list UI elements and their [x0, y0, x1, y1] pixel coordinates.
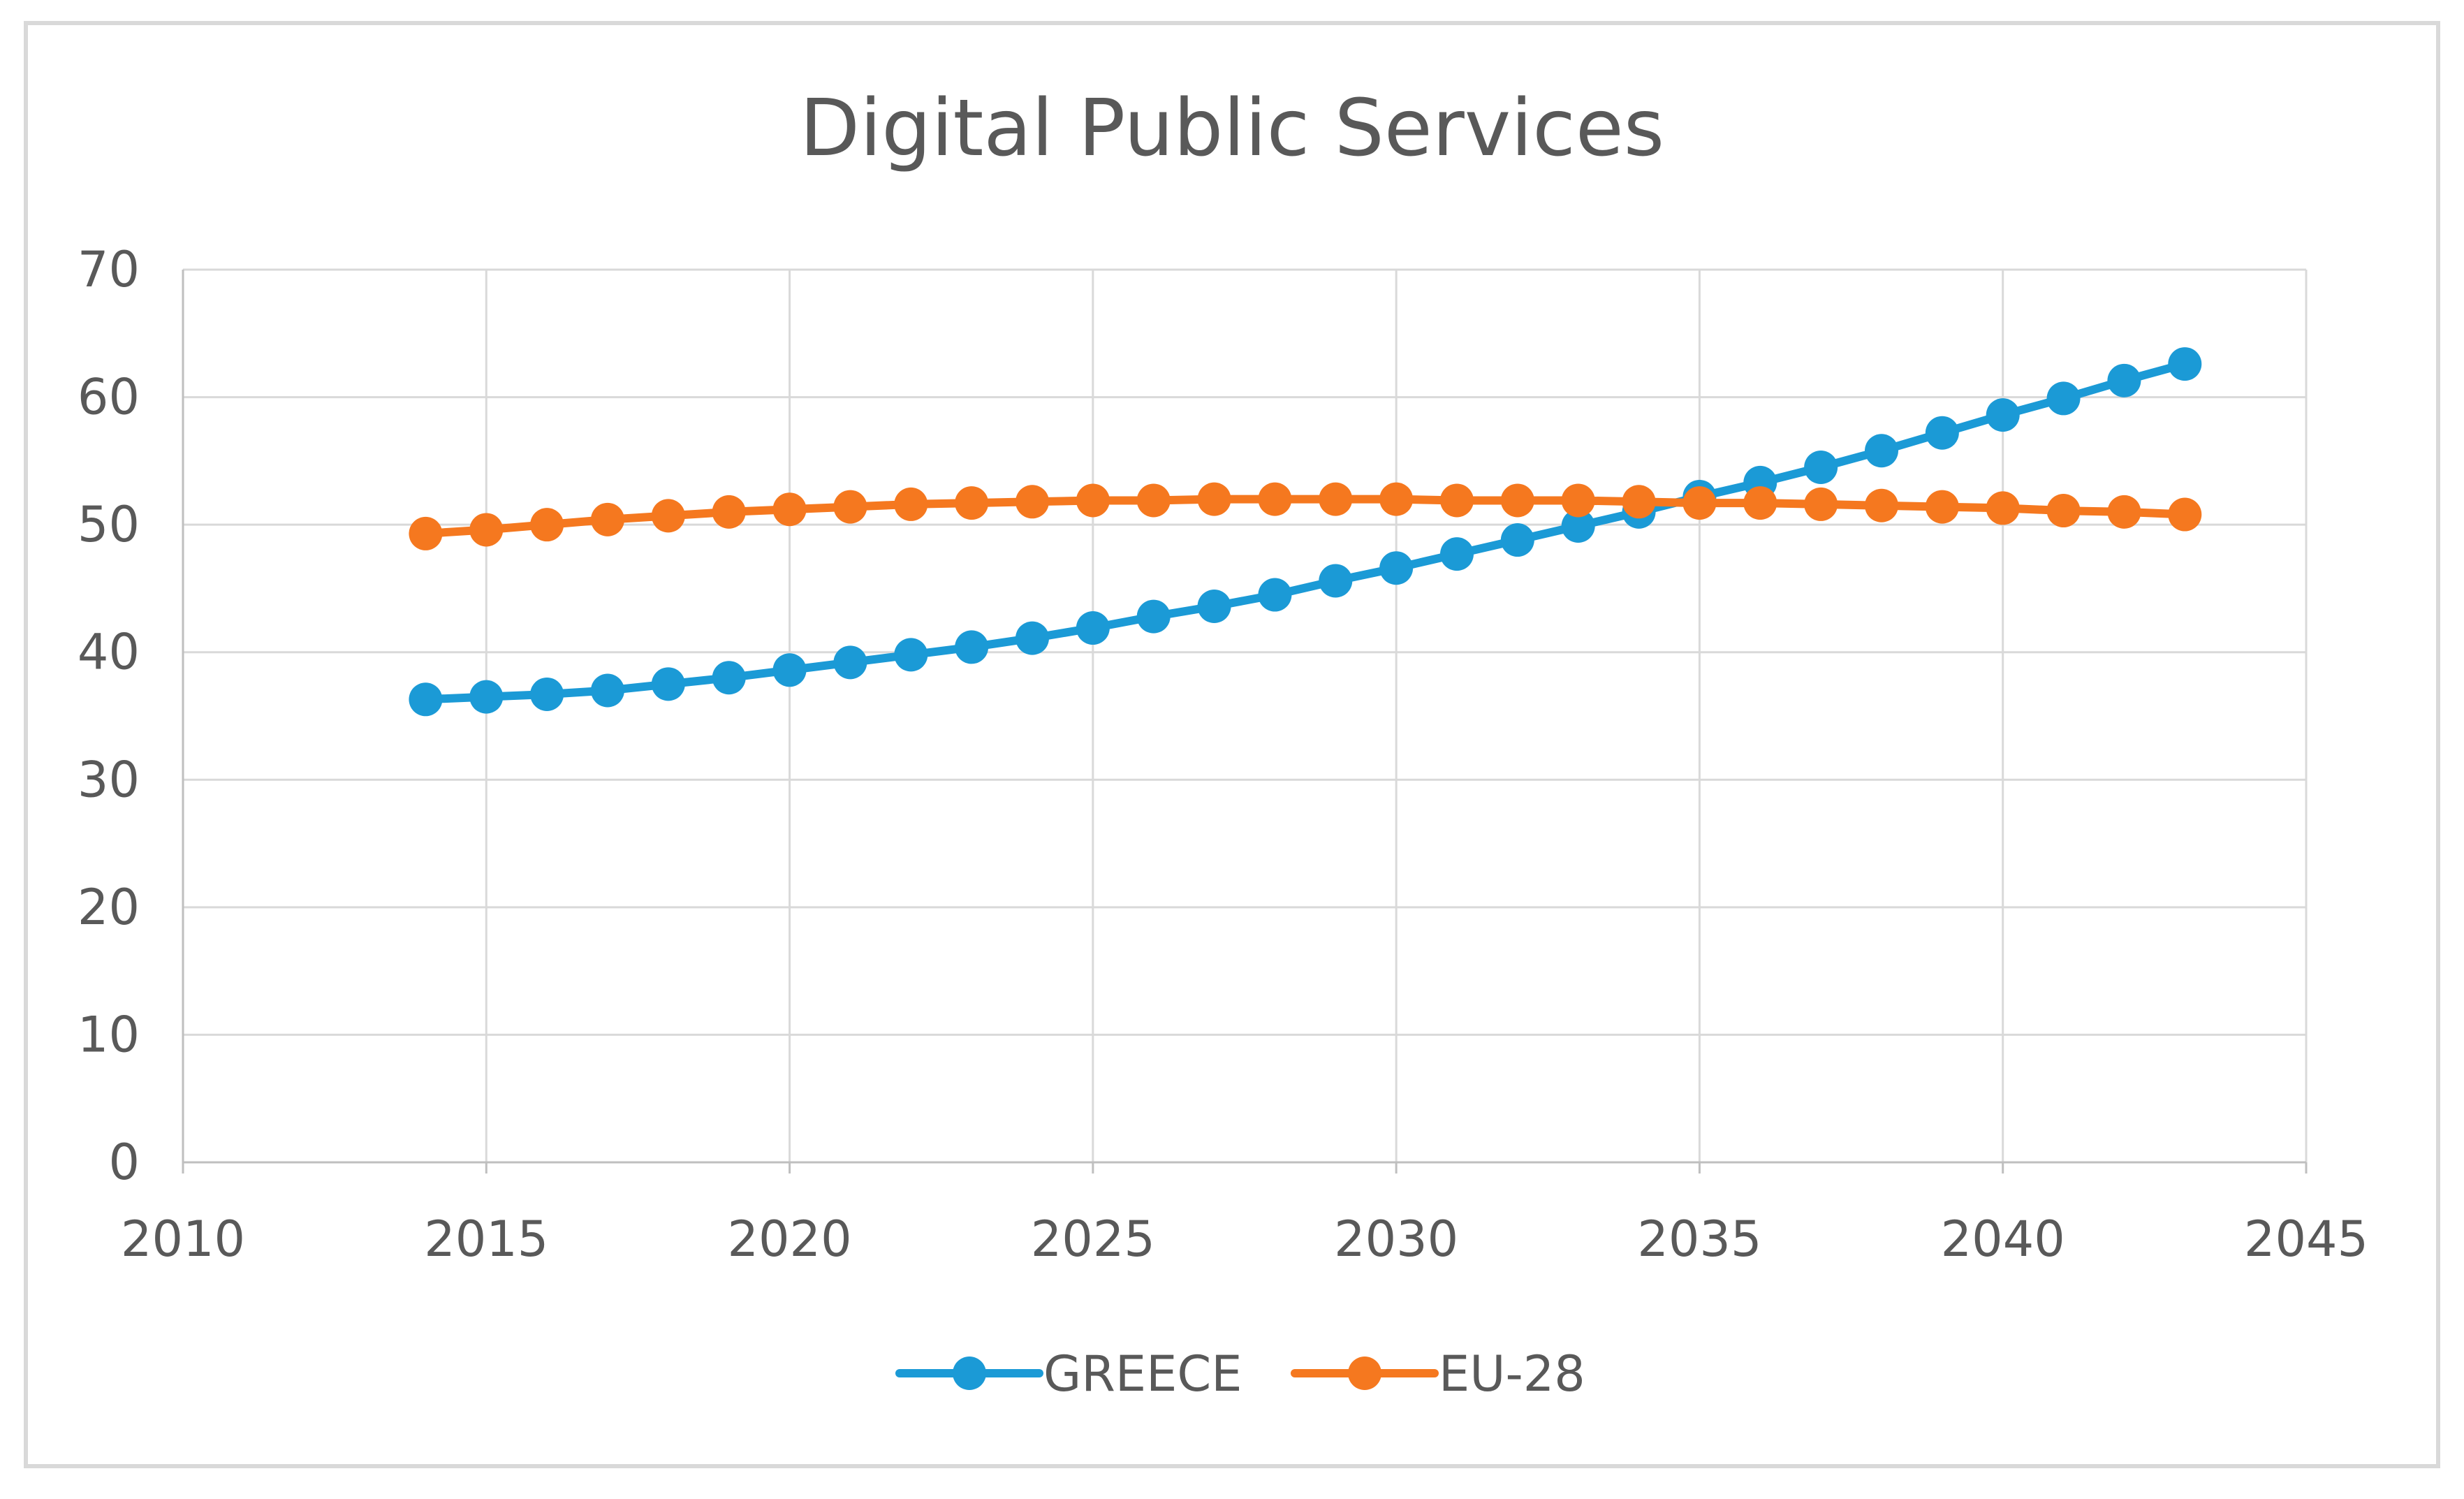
data-point [409, 682, 443, 717]
data-point [2107, 363, 2141, 397]
data-point [1865, 434, 1898, 468]
series-line [421, 360, 2190, 704]
data-point [2046, 494, 2081, 528]
data-point [1136, 483, 1171, 518]
x-tick-label: 2035 [1637, 1211, 1761, 1268]
y-tick-label: 50 [78, 496, 140, 553]
data-point [1986, 491, 2020, 525]
x-tick-label: 2015 [424, 1211, 548, 1268]
legend-entry-greece: GREECE [895, 1345, 1242, 1403]
data-point [2107, 495, 2141, 529]
data-point [1561, 483, 1595, 518]
data-point [1804, 487, 1838, 521]
legend-marker [953, 1357, 986, 1390]
legend-label: EU-28 [1439, 1345, 1585, 1403]
data-point [1258, 578, 1292, 612]
data-point [1197, 589, 1231, 623]
y-tick-label: 40 [78, 624, 140, 681]
data-point [1622, 485, 1656, 519]
data-point [1500, 523, 1534, 557]
data-point [409, 516, 443, 550]
data-point [1379, 482, 1414, 516]
data-point [1197, 482, 1231, 516]
legend-marker [1348, 1357, 1381, 1390]
y-tick-label: 70 [78, 241, 140, 298]
data-point [469, 513, 504, 547]
data-point [772, 653, 807, 687]
grid [182, 268, 2308, 1164]
legend-entry-eu-28: EU-28 [1291, 1345, 1585, 1403]
data-point [1319, 564, 1353, 598]
data-point [651, 667, 685, 701]
data-point [469, 680, 504, 714]
data-point [833, 490, 867, 524]
data-point [2168, 497, 2202, 532]
data-point [1440, 537, 1474, 571]
data-point [1440, 483, 1474, 518]
y-tick-label: 30 [78, 751, 140, 808]
data-point [530, 677, 564, 711]
chart-title: Digital Public Services [800, 83, 1664, 174]
y-tick-label: 60 [78, 369, 140, 426]
data-point [1682, 486, 1717, 520]
series-eu-28 [409, 482, 2202, 550]
data-point [1015, 621, 1049, 655]
data-point [1986, 398, 2020, 432]
series-layer [409, 347, 2202, 717]
data-point [772, 492, 807, 527]
x-tick-label: 2045 [2244, 1211, 2368, 1268]
y-tick-label: 10 [78, 1006, 140, 1063]
data-point [894, 638, 928, 672]
data-point [894, 487, 928, 521]
x-tick-label: 2010 [121, 1211, 245, 1268]
series-line [421, 495, 2190, 538]
data-point [1015, 485, 1049, 519]
x-tick-label: 2040 [1941, 1211, 2065, 1268]
data-point [591, 502, 624, 536]
data-point [530, 508, 564, 542]
y-tick-label: 20 [78, 879, 140, 936]
data-point [591, 673, 624, 708]
data-point [1379, 551, 1414, 585]
data-point [1561, 509, 1595, 543]
x-tick-label: 2025 [1031, 1211, 1155, 1268]
legend: GREECE EU-28 [895, 1345, 1585, 1403]
data-point [1076, 611, 1110, 645]
chart-frame [24, 21, 2440, 1468]
data-point [2168, 347, 2202, 381]
series-greece [409, 347, 2202, 717]
legend-label: GREECE [1043, 1345, 1242, 1403]
data-point [1076, 483, 1110, 518]
data-point [1500, 483, 1534, 518]
data-point [1743, 486, 1777, 520]
data-point [651, 499, 685, 533]
data-point [1258, 482, 1292, 516]
data-point [1319, 482, 1353, 516]
y-tick-label: 0 [108, 1134, 140, 1191]
data-point [1136, 599, 1171, 634]
data-point [712, 495, 746, 529]
data-point [955, 630, 989, 664]
data-point [833, 645, 867, 680]
data-point [2046, 381, 2081, 416]
x-tick-label: 2030 [1334, 1211, 1458, 1268]
data-point [1865, 488, 1898, 522]
data-point [1804, 450, 1838, 484]
data-point [955, 486, 989, 520]
data-point [1925, 416, 1959, 450]
x-tick-label: 2020 [727, 1211, 851, 1268]
data-point [712, 661, 746, 695]
data-point [1925, 490, 1959, 524]
